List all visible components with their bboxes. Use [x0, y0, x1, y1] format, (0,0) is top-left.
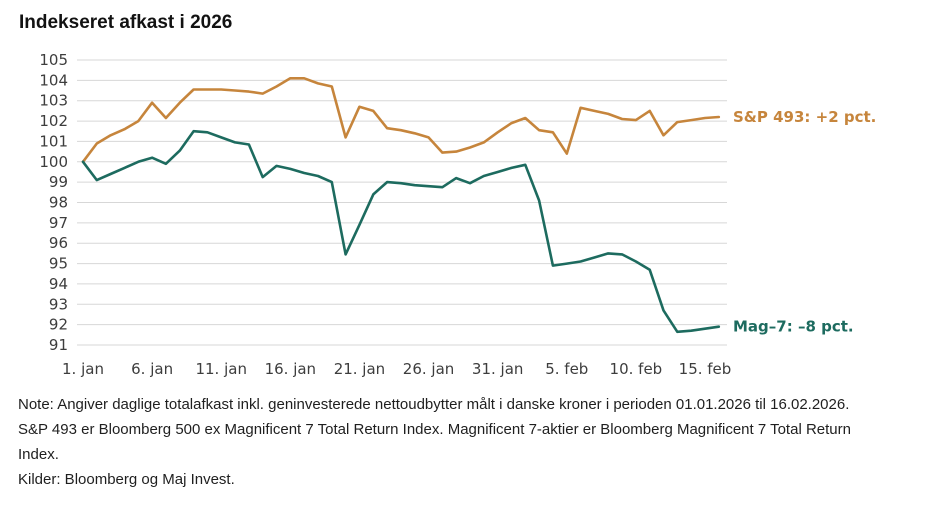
- y-axis-tick-label: 98: [49, 193, 68, 211]
- x-axis-tick-label: 16. jan: [265, 360, 317, 378]
- y-axis-tick-label: 104: [39, 71, 68, 89]
- y-axis-tick-label: 99: [49, 173, 68, 191]
- y-axis-tick-label: 96: [49, 234, 68, 252]
- y-axis-tick-label: 105: [39, 51, 68, 69]
- x-axis-tick-label: 10. feb: [610, 360, 663, 378]
- y-axis-tick-label: 103: [39, 92, 68, 110]
- chart-title: Indekseret afkast i 2026: [19, 12, 233, 33]
- y-axis-tick-label: 101: [39, 132, 68, 150]
- series-end-label-sp493: S&P 493: +2 pct.: [733, 108, 876, 126]
- note-line: Note: Angiver daglige totalafkast inkl. …: [18, 396, 850, 413]
- x-axis-tick-label: 5. feb: [545, 360, 588, 378]
- y-axis-tick-label: 92: [49, 316, 68, 334]
- x-axis-tick-label: 11. jan: [195, 360, 247, 378]
- x-axis-tick-label: 26. jan: [403, 360, 455, 378]
- y-axis-tick-label: 94: [49, 275, 68, 293]
- x-axis-tick-label: 21. jan: [334, 360, 386, 378]
- series-end-label-mag7: Mag–7: –8 pct.: [733, 318, 854, 336]
- y-axis-tick-label: 91: [49, 336, 68, 354]
- x-axis-tick-label: 15. feb: [679, 360, 732, 378]
- series-line-mag7: [81, 129, 721, 334]
- y-axis-tick-label: 97: [49, 214, 68, 232]
- note-line: Index.: [18, 446, 59, 463]
- x-axis-tick-label: 1. jan: [62, 360, 104, 378]
- note-block: Note: Angiver daglige totalafkast inkl. …: [18, 392, 923, 492]
- note-line: S&P 493 er Bloomberg 500 ex Magnificent …: [18, 421, 851, 438]
- y-axis-tick-label: 100: [39, 153, 68, 171]
- line-chart: 105 104 103 102 101 100 99 98 97 96 95 94 93 92 91 1. j…: [39, 51, 876, 378]
- x-axis-tick-label: 31. jan: [472, 360, 524, 378]
- y-axis-tick-label: 93: [49, 295, 68, 313]
- x-axis-tick-label: 6. jan: [131, 360, 173, 378]
- source-line: Kilder: Bloomberg og Maj Invest.: [18, 471, 235, 488]
- series-line-sp493: [81, 77, 721, 164]
- y-axis-tick-label: 95: [49, 255, 68, 273]
- y-axis-tick-label: 102: [39, 112, 68, 130]
